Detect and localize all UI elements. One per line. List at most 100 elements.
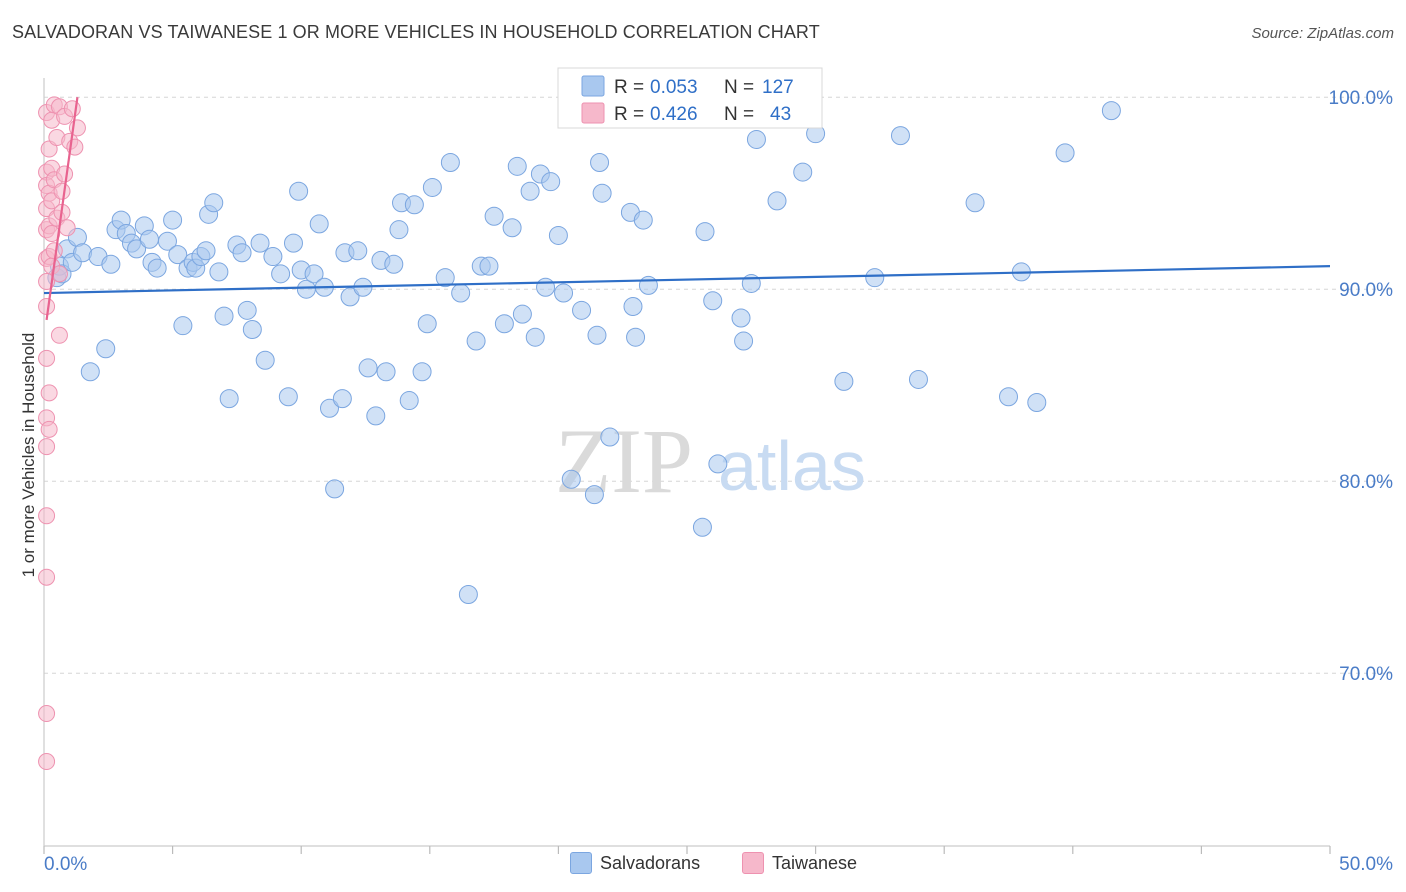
salvadorans-point [502, 218, 522, 238]
salvadorans-point [204, 193, 224, 213]
salvadorans-point [232, 243, 252, 263]
legend-taiwanese-label: Taiwanese [772, 852, 858, 873]
salvadorans-point [147, 258, 167, 278]
watermark: ZIP atlas [555, 410, 866, 512]
salvadorans-point [703, 291, 723, 311]
salvadorans-r-value: 0.053 [650, 77, 698, 98]
taiwanese-r-value: 0.426 [650, 104, 698, 125]
salvadorans-point [734, 331, 754, 351]
y-tick-label-100: 100.0% [1329, 88, 1394, 109]
salvadorans-point [590, 152, 610, 172]
watermark-atlas: atlas [718, 427, 866, 505]
salvadorans-point [548, 225, 568, 245]
salvadorans-point [80, 362, 100, 382]
trend-lines [43, 97, 1331, 321]
salvadorans-point [412, 362, 432, 382]
salvadorans-point [695, 222, 715, 242]
salvadorans-point [173, 316, 193, 336]
y-axis-label: 1 or more Vehicles in Household [19, 333, 38, 578]
salvadorans-point [572, 300, 592, 320]
chart-title: SALVADORAN VS TAIWANESE 1 OR MORE VEHICL… [12, 22, 820, 42]
salvadorans-point [512, 304, 532, 324]
salvadorans-point [384, 254, 404, 274]
salvadorans-n-value: 127 [762, 77, 794, 98]
legend-taiwanese[interactable]: Taiwanese [742, 852, 857, 874]
legend-salvadorans-label: Salvadorans [600, 852, 701, 873]
taiwanese-r-label: R = [614, 104, 644, 125]
salvadorans-point [250, 233, 270, 253]
taiwanese-point [40, 384, 58, 402]
salvadorans-point [520, 181, 540, 201]
salvadorans-point [219, 389, 239, 409]
salvadorans-point [358, 358, 378, 378]
taiwanese-point [38, 753, 56, 771]
salvadorans-point [263, 247, 283, 267]
x-ticks [43, 846, 1331, 854]
salvadorans-point [209, 262, 229, 282]
salvadorans-point [96, 339, 116, 359]
salvadorans-point [1027, 392, 1047, 412]
legend-salvadorans-swatch [570, 852, 592, 874]
grid-lines [44, 96, 1392, 674]
taiwanese-point [38, 568, 56, 586]
salvadorans-point [319, 398, 339, 418]
taiwanese-point [53, 182, 71, 200]
salvadorans-point [466, 331, 486, 351]
taiwanese-points [38, 96, 86, 771]
taiwanese-point [50, 265, 68, 283]
y-tick-label-80: 80.0% [1339, 472, 1393, 493]
salvadorans-point [196, 241, 216, 261]
taiwanese-n-value: 43 [770, 104, 791, 125]
salvadorans-point [525, 327, 545, 347]
y-tick-label-70: 70.0% [1339, 664, 1393, 685]
salvadorans-point [587, 325, 607, 345]
salvadorans-point [507, 156, 527, 176]
salvadorans-point [139, 229, 159, 249]
taiwanese-point [40, 420, 58, 438]
salvadorans-point [283, 233, 303, 253]
legend-salvadorans[interactable]: Salvadorans [570, 852, 700, 874]
salvadorans-point [633, 210, 653, 230]
x-tick-labels: 0.0% 50.0% [44, 854, 1393, 875]
salvadorans-point [626, 327, 646, 347]
salvadorans-point [399, 391, 419, 411]
salvadorans-point [746, 129, 766, 149]
salvadorans-point [865, 268, 885, 288]
legend-taiwanese-swatch [742, 852, 764, 874]
salvadorans-point [163, 210, 183, 230]
salvadorans-stat-swatch [581, 75, 605, 97]
salvadorans-point [623, 296, 643, 316]
taiwanese-point [58, 219, 76, 237]
taiwanese-point [50, 326, 68, 344]
salvadorans-point [731, 308, 751, 328]
salvadorans-point [237, 300, 257, 320]
salvadorans-point [458, 584, 478, 604]
y-tick-label-90: 90.0% [1339, 280, 1393, 301]
salvadorans-point [389, 220, 409, 240]
taiwanese-stat-swatch [581, 102, 605, 124]
taiwanese-point [38, 507, 56, 525]
salvadorans-point [255, 350, 275, 370]
salvadorans-point [965, 193, 985, 213]
salvadorans-point [554, 283, 574, 303]
salvadorans-point [479, 256, 499, 276]
salvadorans-point [541, 172, 561, 192]
taiwanese-n-label: N = [724, 104, 754, 125]
salvadorans-point [834, 371, 854, 391]
salvadorans-trend-line [43, 265, 1331, 295]
salvadorans-point [584, 485, 604, 505]
salvadorans-point [366, 406, 386, 426]
x-tick-label-0: 0.0% [44, 854, 87, 875]
y-tick-labels: 70.0% 80.0% 90.0% 100.0% [1329, 88, 1394, 685]
salvadorans-point [999, 387, 1018, 407]
salvadorans-point [101, 254, 121, 274]
salvadorans-point [168, 245, 188, 265]
salvadorans-n-label: N = [724, 77, 754, 98]
salvadorans-point [422, 177, 442, 197]
salvadorans-point [340, 287, 360, 307]
salvadorans-point [793, 162, 813, 182]
salvadorans-point [638, 275, 658, 295]
watermark-zip: ZIP [555, 410, 693, 512]
salvadorans-point [417, 314, 437, 334]
